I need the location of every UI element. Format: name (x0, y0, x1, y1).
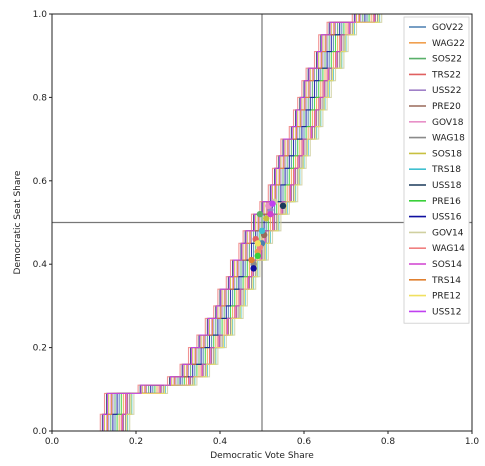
legend-label-pre20: PRE20 (432, 102, 461, 112)
legend-label-wag18: WAG18 (432, 134, 465, 144)
legend-label-sos18: SOS18 (432, 149, 462, 159)
x-tick-label: 0.8 (381, 437, 396, 447)
y-tick-label: 0.0 (33, 427, 48, 437)
y-axis-label: Democratic Seat Share (13, 170, 23, 274)
series-point-uss12 (269, 201, 275, 207)
legend-label-gov22: GOV22 (432, 23, 464, 33)
legend-label-pre12: PRE12 (432, 292, 461, 302)
x-tick-label: 0.4 (213, 437, 228, 447)
legend: GOV22 WAG22 SOS22 TRS22 USS22 PRE20 GOV18 WAG18… (404, 17, 469, 323)
legend-label-pre16: PRE16 (432, 197, 461, 207)
legend-label-trs14: TRS14 (431, 276, 461, 286)
legend-label-uss18: USS18 (432, 181, 462, 191)
legend-label-trs22: TRS22 (431, 70, 461, 80)
legend-label-uss22: USS22 (432, 86, 461, 96)
series-point-uss18 (280, 203, 286, 209)
legend-label-wag14: WAG14 (432, 244, 465, 254)
legend-label-trs18: TRS18 (431, 165, 461, 175)
y-tick-label: 0.8 (33, 93, 48, 103)
x-tick-label: 0.6 (297, 437, 312, 447)
legend-label-uss16: USS16 (432, 213, 462, 223)
x-axis-label: Democratic Vote Share (210, 451, 314, 461)
legend-label-gov18: GOV18 (432, 118, 464, 128)
legend-label-uss12: USS12 (432, 307, 461, 317)
series-point-trs18 (259, 228, 265, 234)
series-point-pre16 (255, 253, 261, 259)
series-point-sos22 (257, 211, 263, 217)
series-point-trs14 (248, 257, 254, 263)
legend-label-sos14: SOS14 (432, 260, 462, 270)
y-tick-label: 0.4 (33, 260, 48, 270)
series-point-pre12 (255, 240, 261, 246)
x-tick-label: 0.2 (129, 437, 143, 447)
legend-label-sos22: SOS22 (432, 55, 462, 65)
legend-label-gov14: GOV14 (432, 228, 464, 238)
series-point-uss16 (250, 265, 256, 271)
series-point-sos14 (267, 211, 273, 217)
legend-label-wag22: WAG22 (432, 39, 465, 49)
y-tick-label: 1.0 (33, 10, 48, 20)
x-tick-label: 1.0 (465, 437, 480, 447)
x-tick-label: 0.0 (45, 437, 60, 447)
y-tick-label: 0.2 (33, 344, 47, 354)
y-tick-label: 0.6 (33, 177, 48, 187)
